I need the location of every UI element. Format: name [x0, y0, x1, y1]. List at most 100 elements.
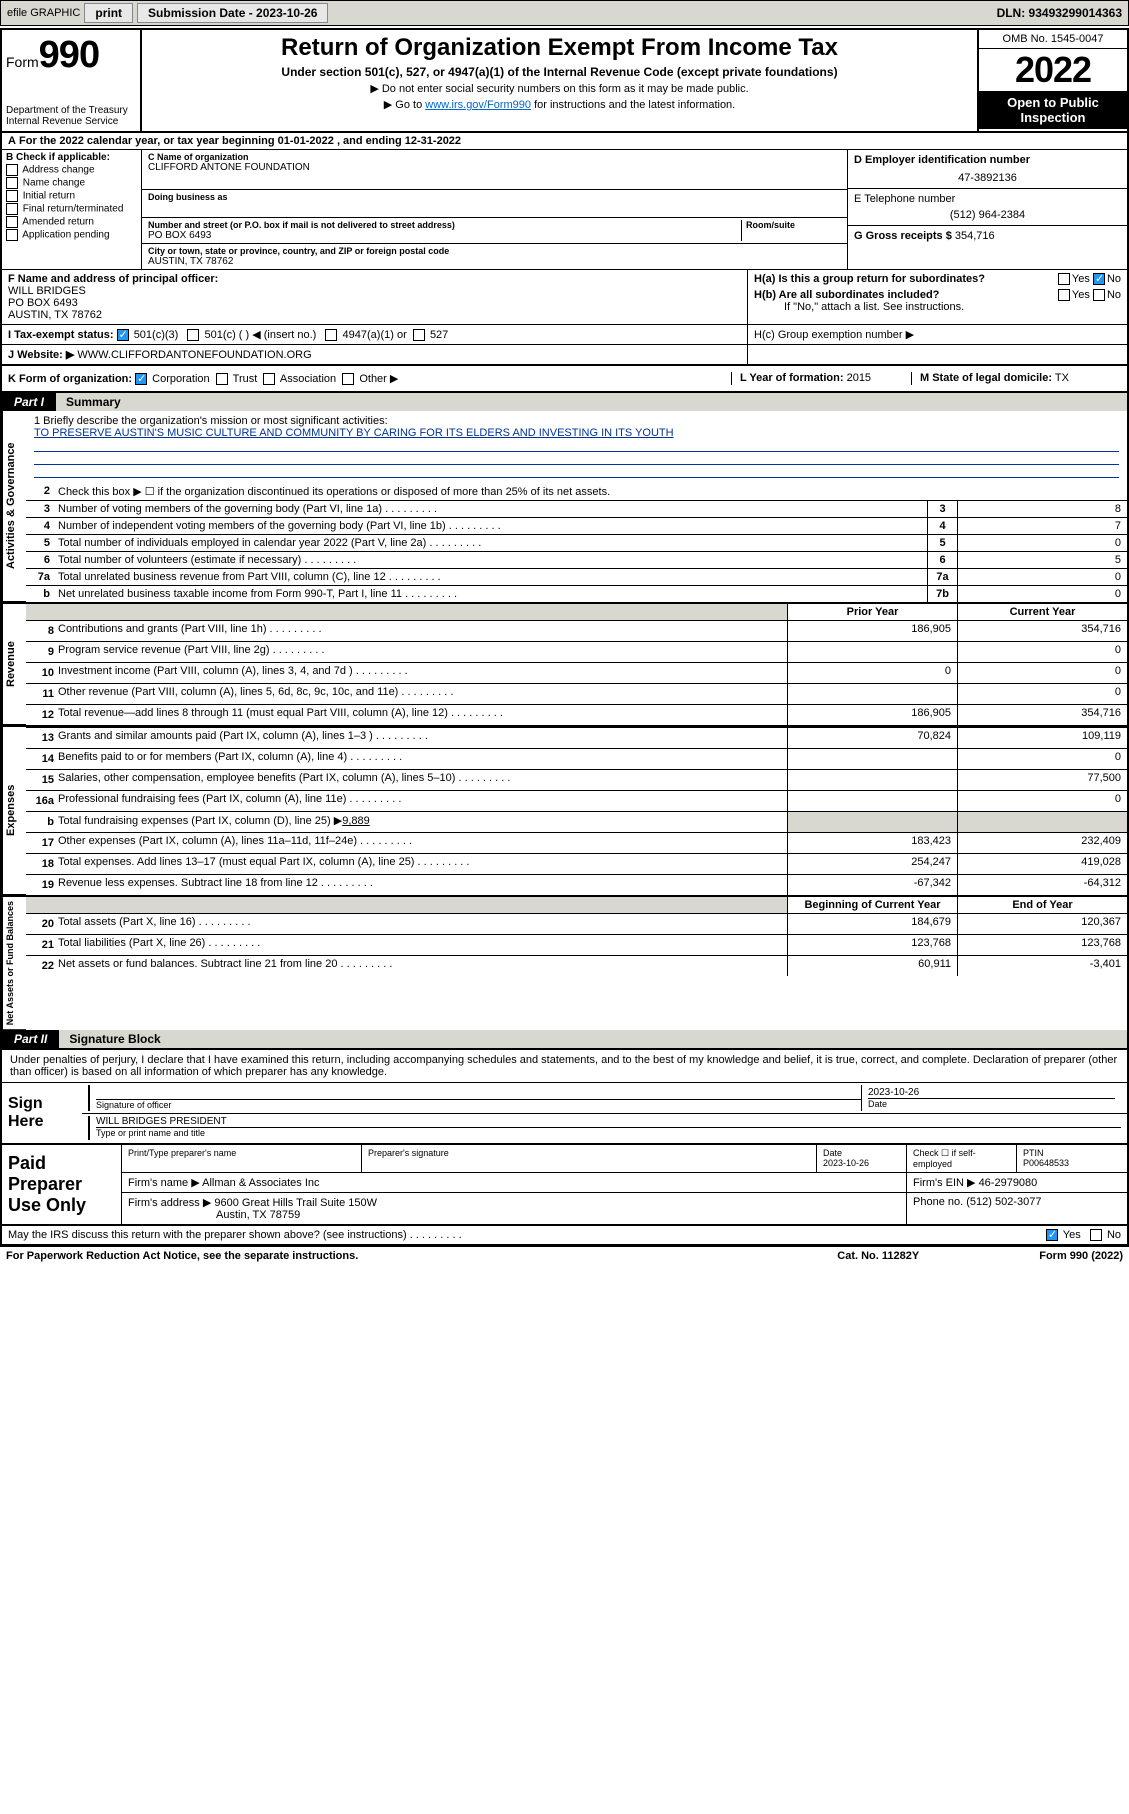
line-20: 20Total assets (Part X, line 16)184,6791…: [26, 913, 1127, 934]
officer-addr: PO BOX 6493: [8, 297, 78, 309]
open-inspection: Open to Public Inspection: [979, 91, 1127, 129]
line-19: 19Revenue less expenses. Subtract line 1…: [26, 874, 1127, 895]
firm-name: Allman & Associates Inc: [202, 1177, 319, 1189]
line-18: 18Total expenses. Add lines 13–17 (must …: [26, 853, 1127, 874]
form-note2: ▶ Go to www.irs.gov/Form990 for instruct…: [146, 98, 973, 111]
line-13: 13Grants and similar amounts paid (Part …: [26, 727, 1127, 748]
gov-line-7a: 7aTotal unrelated business revenue from …: [26, 568, 1127, 585]
end-year-hdr: End of Year: [957, 897, 1127, 913]
line-10: 10Investment income (Part VIII, column (…: [26, 662, 1127, 683]
pra-notice: For Paperwork Reduction Act Notice, see …: [6, 1250, 358, 1262]
line-11: 11Other revenue (Part VIII, column (A), …: [26, 683, 1127, 704]
check-527[interactable]: [413, 329, 425, 341]
check-address[interactable]: Address change: [6, 164, 137, 176]
curr-year-hdr: Current Year: [957, 604, 1127, 620]
side-revenue: Revenue: [2, 604, 26, 725]
h-c: H(c) Group exemption number ▶: [747, 325, 1127, 344]
dept-treasury: Department of the Treasury: [6, 105, 136, 116]
irs-discuss: May the IRS discuss this return with the…: [2, 1226, 1127, 1244]
form-note1: ▶ Do not enter social security numbers o…: [146, 82, 973, 95]
section-b-label: B Check if applicable:: [6, 152, 137, 163]
part-1-header: Part I Summary: [2, 393, 1127, 411]
year-formation: 2015: [847, 372, 871, 384]
sign-here-label: Sign Here: [2, 1083, 82, 1143]
fundraising-exp: 9,889: [342, 815, 370, 827]
header-mid: Return of Organization Exempt From Incom…: [142, 30, 977, 131]
website-value: WWW.CLIFFORDANTONEFOUNDATION.ORG: [77, 349, 311, 361]
check-4947[interactable]: [325, 329, 337, 341]
section-c: C Name of organization CLIFFORD ANTONE F…: [142, 150, 847, 269]
row-j: J Website: ▶ WWW.CLIFFORDANTONEFOUNDATIO…: [2, 345, 1127, 366]
form-title: Return of Organization Exempt From Incom…: [146, 34, 973, 62]
prior-year-hdr: Prior Year: [787, 604, 957, 620]
discuss-yes[interactable]: [1046, 1229, 1058, 1241]
name-title-label: Type or print name and title: [96, 1127, 1121, 1138]
line-14: 14Benefits paid to or for members (Part …: [26, 748, 1127, 769]
gov-line-7b: bNet unrelated business taxable income f…: [26, 585, 1127, 602]
check-corp[interactable]: [135, 373, 147, 385]
state-domicile: TX: [1055, 372, 1069, 384]
net-assets-section: Net Assets or Fund Balances Beginning of…: [2, 895, 1127, 1030]
paid-preparer-label: Paid Preparer Use Only: [2, 1145, 122, 1224]
line-12: 12Total revenue—add lines 8 through 11 (…: [26, 704, 1127, 725]
irs-label: Internal Revenue Service: [6, 116, 136, 127]
check-assoc[interactable]: [263, 373, 275, 385]
gross-value: 354,716: [955, 230, 995, 242]
row-f-h: F Name and address of principal officer:…: [2, 270, 1127, 325]
entity-info: B Check if applicable: Address change Na…: [2, 150, 1127, 270]
irs-link[interactable]: www.irs.gov/Form990: [425, 99, 531, 111]
officer-city: AUSTIN, TX 78762: [8, 309, 102, 321]
header-right: OMB No. 1545-0047 2022 Open to Public In…: [977, 30, 1127, 131]
revenue-section: Revenue Prior Year Current Year 8Contrib…: [2, 602, 1127, 725]
sign-here: Sign Here Signature of officer 2023-10-2…: [2, 1082, 1127, 1143]
firm-ein: 46-2979080: [979, 1177, 1038, 1189]
room-label: Room/suite: [741, 220, 841, 241]
mission-block: 1 Briefly describe the organization's mi…: [26, 411, 1127, 483]
side-governance: Activities & Governance: [2, 411, 26, 602]
check-501c[interactable]: [187, 329, 199, 341]
form-subtitle: Under section 501(c), 527, or 4947(a)(1)…: [146, 65, 973, 79]
check-trust[interactable]: [216, 373, 228, 385]
phone-value: (512) 964-2384: [854, 209, 1121, 221]
firm-addr1: 9600 Great Hills Trail Suite 150W: [214, 1197, 377, 1209]
line-17: 17Other expenses (Part IX, column (A), l…: [26, 832, 1127, 853]
section-h: H(a) Is this a group return for subordin…: [747, 270, 1127, 324]
check-501c3[interactable]: [117, 329, 129, 341]
dln-text: DLN: 93493299014363: [997, 6, 1122, 20]
dba-label: Doing business as: [148, 192, 841, 202]
line-2: Check this box ▶ ☐ if the organization d…: [54, 483, 1127, 500]
firm-addr2: Austin, TX 78759: [216, 1209, 300, 1221]
cat-no: Cat. No. 11282Y: [837, 1250, 919, 1262]
submission-button[interactable]: Submission Date - 2023-10-26: [137, 3, 328, 23]
firm-phone: (512) 502-3077: [966, 1196, 1041, 1208]
form-ref: Form 990 (2022): [1039, 1250, 1123, 1262]
check-pending[interactable]: Application pending: [6, 229, 137, 241]
check-other[interactable]: [342, 373, 354, 385]
line-22: 22Net assets or fund balances. Subtract …: [26, 955, 1127, 976]
f-label: F Name and address of principal officer:: [8, 273, 218, 285]
section-f: F Name and address of principal officer:…: [2, 270, 747, 324]
tax-year: 2022: [979, 49, 1127, 91]
expenses-section: Expenses 13Grants and similar amounts pa…: [2, 725, 1127, 895]
beg-year-hdr: Beginning of Current Year: [787, 897, 957, 913]
perjury-text: Under penalties of perjury, I declare th…: [2, 1048, 1127, 1082]
print-button[interactable]: print: [84, 3, 133, 23]
gov-line-3: 3Number of voting members of the governi…: [26, 500, 1127, 517]
form-header: Form990 Department of the Treasury Inter…: [2, 30, 1127, 133]
side-expenses: Expenses: [2, 727, 26, 895]
gov-line-6: 6Total number of volunteers (estimate if…: [26, 551, 1127, 568]
gov-line-5: 5Total number of individuals employed in…: [26, 534, 1127, 551]
discuss-no[interactable]: [1090, 1229, 1102, 1241]
side-net: Net Assets or Fund Balances: [2, 897, 26, 1030]
line-21: 21Total liabilities (Part X, line 26)123…: [26, 934, 1127, 955]
section-defg: D Employer identification number 47-3892…: [847, 150, 1127, 269]
org-name-label: C Name of organization: [148, 152, 841, 162]
check-final[interactable]: Final return/terminated: [6, 203, 137, 215]
check-amended[interactable]: Amended return: [6, 216, 137, 228]
check-name[interactable]: Name change: [6, 177, 137, 189]
top-bar: efile GRAPHIC print Submission Date - 20…: [0, 0, 1129, 26]
form-number: 990: [39, 34, 99, 76]
check-initial[interactable]: Initial return: [6, 190, 137, 202]
omb-number: OMB No. 1545-0047: [979, 30, 1127, 49]
org-addr: PO BOX 6493: [148, 230, 741, 241]
